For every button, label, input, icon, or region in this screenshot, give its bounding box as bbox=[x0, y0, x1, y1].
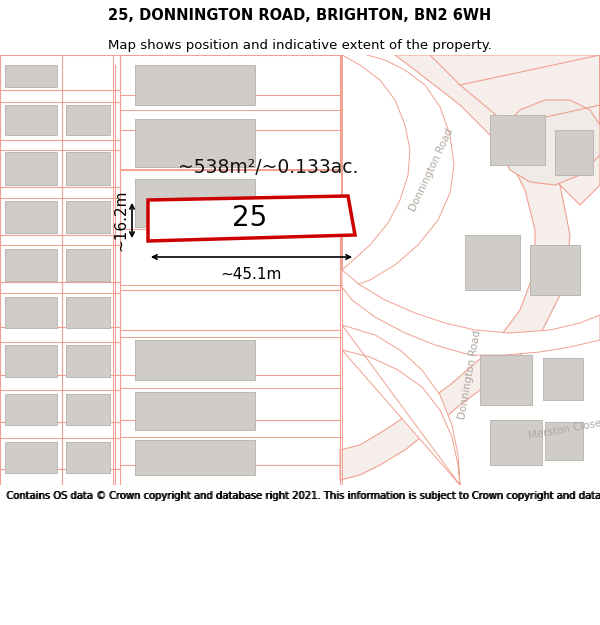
Text: 25, DONNINGTON ROAD, BRIGHTON, BN2 6WH: 25, DONNINGTON ROAD, BRIGHTON, BN2 6WH bbox=[109, 8, 491, 23]
Bar bbox=[66, 105, 110, 135]
Bar bbox=[66, 345, 110, 377]
Text: 25: 25 bbox=[232, 204, 268, 232]
Polygon shape bbox=[148, 196, 355, 241]
Text: ~538m²/~0.133ac.: ~538m²/~0.133ac. bbox=[178, 158, 358, 177]
Polygon shape bbox=[500, 55, 600, 185]
Bar bbox=[66, 442, 110, 473]
Bar bbox=[66, 201, 110, 233]
Bar bbox=[555, 130, 593, 175]
Bar bbox=[5, 345, 57, 377]
Bar bbox=[490, 115, 545, 165]
Bar bbox=[5, 201, 57, 233]
Text: Contains OS data © Crown copyright and database right 2021. This information is : Contains OS data © Crown copyright and d… bbox=[6, 491, 600, 501]
Polygon shape bbox=[430, 55, 600, 205]
Bar bbox=[530, 245, 580, 295]
Polygon shape bbox=[342, 270, 600, 355]
Bar bbox=[5, 152, 57, 185]
Bar bbox=[135, 340, 255, 380]
Text: ~45.1m: ~45.1m bbox=[221, 267, 282, 282]
Bar bbox=[135, 179, 255, 227]
Bar bbox=[5, 249, 57, 281]
Bar bbox=[135, 119, 255, 167]
Bar bbox=[135, 392, 255, 430]
Bar bbox=[66, 152, 110, 185]
Bar bbox=[66, 249, 110, 281]
Polygon shape bbox=[342, 53, 454, 290]
Bar bbox=[66, 394, 110, 425]
Bar bbox=[465, 235, 520, 290]
Polygon shape bbox=[340, 55, 570, 480]
Bar bbox=[135, 65, 255, 105]
Bar bbox=[5, 442, 57, 473]
Text: Contains OS data © Crown copyright and database right 2021. This information is : Contains OS data © Crown copyright and d… bbox=[7, 491, 600, 501]
Bar bbox=[135, 440, 255, 475]
Bar bbox=[5, 105, 57, 135]
Bar bbox=[66, 297, 110, 328]
Bar bbox=[545, 422, 583, 460]
Text: ~16.2m: ~16.2m bbox=[113, 190, 128, 251]
Text: Merston Close: Merston Close bbox=[527, 419, 600, 441]
Bar bbox=[480, 355, 532, 405]
Bar bbox=[5, 297, 57, 328]
Bar bbox=[5, 65, 57, 87]
Polygon shape bbox=[342, 325, 460, 485]
Bar bbox=[543, 358, 583, 400]
Text: Map shows position and indicative extent of the property.: Map shows position and indicative extent… bbox=[108, 39, 492, 52]
Bar bbox=[5, 394, 57, 425]
Text: Donnington Road: Donnington Road bbox=[457, 330, 483, 420]
Text: Donnington Road: Donnington Road bbox=[409, 127, 455, 213]
Bar bbox=[490, 420, 542, 465]
